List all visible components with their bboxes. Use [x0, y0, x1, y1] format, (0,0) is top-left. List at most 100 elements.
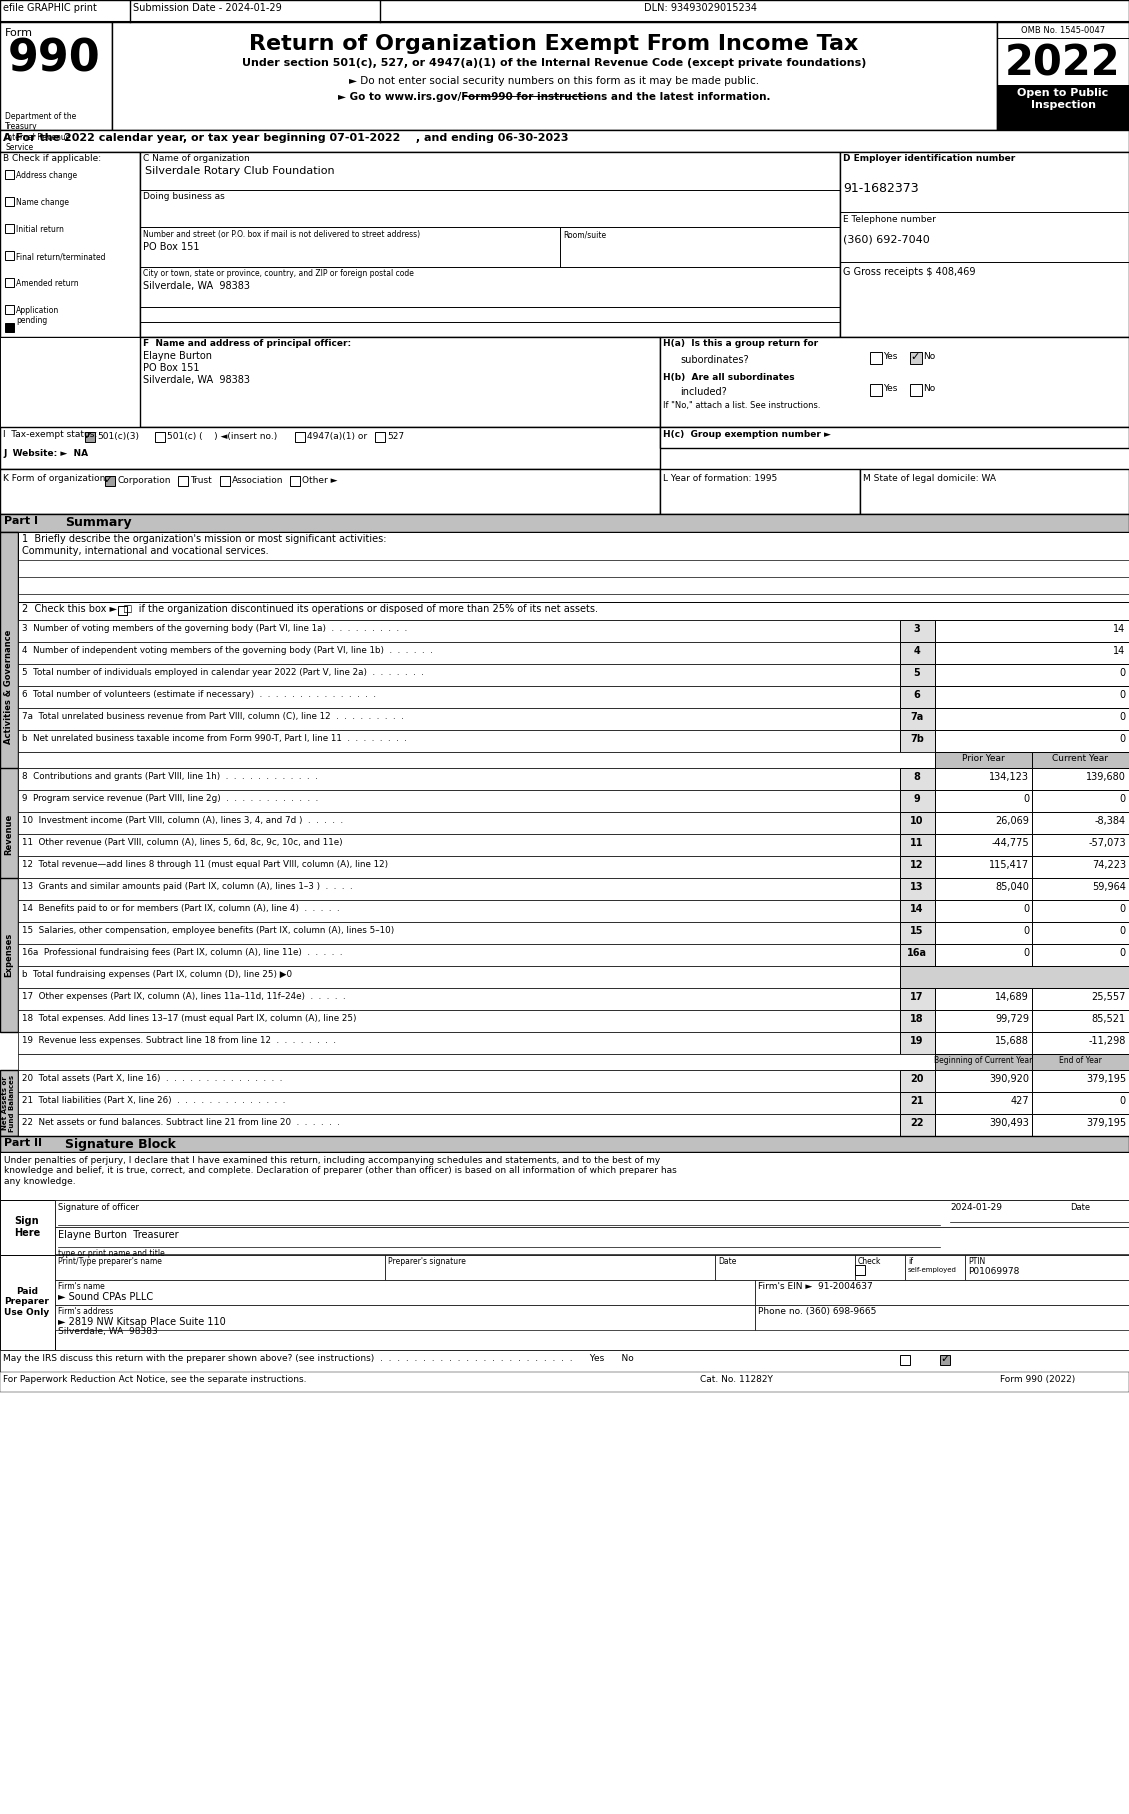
Bar	[140, 152, 840, 337]
Text: OMB No. 1545-0047: OMB No. 1545-0047	[1021, 25, 1105, 34]
Text: 20  Total assets (Part X, line 16)  .  .  .  .  .  .  .  .  .  .  .  .  .  .  .: 20 Total assets (Part X, line 16) . . . …	[21, 1074, 282, 1083]
Bar	[935, 922, 1032, 943]
Bar	[55, 1201, 1129, 1226]
Text: 15  Salaries, other compensation, employee benefits (Part IX, column (A), lines : 15 Salaries, other compensation, employe…	[21, 925, 394, 934]
Text: Silverdale, WA  98383: Silverdale, WA 98383	[143, 281, 250, 290]
Bar	[935, 686, 1129, 707]
Bar	[755, 1304, 1129, 1330]
Bar	[1032, 1054, 1129, 1070]
Bar	[0, 1350, 1129, 1371]
Text: 8  Contributions and grants (Part VIII, line 1h)  .  .  .  .  .  .  .  .  .  .  : 8 Contributions and grants (Part VIII, l…	[21, 773, 317, 782]
Text: Community, international and vocational services.: Community, international and vocational …	[21, 546, 269, 557]
Text: 0: 0	[1120, 925, 1126, 936]
Text: b  Total fundraising expenses (Part IX, column (D), line 25) ▶0: b Total fundraising expenses (Part IX, c…	[21, 970, 292, 980]
Bar	[715, 1255, 855, 1281]
Text: 14,689: 14,689	[996, 992, 1029, 1001]
Text: 74,223: 74,223	[1092, 860, 1126, 871]
Bar	[997, 22, 1129, 131]
Bar	[935, 620, 1129, 642]
Bar	[860, 470, 1129, 513]
Text: 134,123: 134,123	[989, 773, 1029, 782]
Text: 11: 11	[910, 838, 924, 847]
Bar	[900, 922, 935, 943]
Text: 390,920: 390,920	[989, 1074, 1029, 1085]
Bar	[5, 198, 14, 207]
Text: 379,195: 379,195	[1086, 1117, 1126, 1128]
Text: D Employer identification number: D Employer identification number	[843, 154, 1015, 163]
Text: Part II: Part II	[5, 1137, 42, 1148]
Text: Doing business as: Doing business as	[143, 192, 225, 201]
Text: Yes: Yes	[883, 352, 898, 361]
Text: 91-1682373: 91-1682373	[843, 181, 919, 194]
Text: 2024-01-29: 2024-01-29	[949, 1203, 1003, 1212]
Text: Current Year: Current Year	[1052, 755, 1108, 764]
Bar	[55, 1255, 385, 1281]
Bar	[935, 1054, 1032, 1070]
Bar	[5, 323, 14, 332]
Text: 10: 10	[910, 816, 924, 825]
Text: 8: 8	[913, 773, 920, 782]
Bar	[0, 532, 18, 842]
Bar	[295, 432, 305, 443]
Bar	[900, 1010, 935, 1032]
Text: 7a: 7a	[910, 713, 924, 722]
Bar	[1032, 900, 1129, 922]
Bar	[900, 664, 935, 686]
Text: Initial return: Initial return	[16, 225, 64, 234]
Text: -44,775: -44,775	[991, 838, 1029, 847]
Bar	[18, 620, 1129, 642]
Bar	[900, 989, 935, 1010]
Text: 21: 21	[910, 1096, 924, 1107]
Text: ✓: ✓	[910, 352, 919, 363]
Text: Elayne Burton: Elayne Burton	[143, 350, 212, 361]
Bar	[1032, 989, 1129, 1010]
Text: M State of legal domicile: WA: M State of legal domicile: WA	[863, 473, 996, 483]
Bar	[0, 152, 140, 337]
Bar	[935, 856, 1032, 878]
Text: 85,040: 85,040	[995, 882, 1029, 892]
Text: Return of Organization Exempt From Income Tax: Return of Organization Exempt From Incom…	[250, 34, 859, 54]
Text: 25,557: 25,557	[1092, 992, 1126, 1001]
Bar	[0, 470, 660, 513]
Bar	[900, 1092, 935, 1114]
Text: 14: 14	[1113, 646, 1124, 657]
Text: efile GRAPHIC print: efile GRAPHIC print	[3, 4, 97, 13]
Text: 15,688: 15,688	[995, 1036, 1029, 1047]
Bar	[1032, 1010, 1129, 1032]
Bar	[900, 834, 935, 856]
Text: Date: Date	[1070, 1203, 1091, 1212]
Bar	[18, 943, 1129, 967]
Bar	[18, 922, 1129, 943]
Bar	[870, 385, 882, 395]
Bar	[935, 642, 1129, 664]
Text: J  Website: ►  NA: J Website: ► NA	[3, 450, 88, 457]
Text: Amended return: Amended return	[16, 279, 79, 288]
Text: subordinates?: subordinates?	[680, 356, 749, 365]
Text: F  Name and address of principal officer:: F Name and address of principal officer:	[143, 339, 351, 348]
Text: ✓: ✓	[84, 432, 93, 441]
Bar	[1032, 767, 1129, 791]
Text: Date: Date	[718, 1257, 736, 1266]
Text: 59,964: 59,964	[1092, 882, 1126, 892]
Text: 4947(a)(1) or: 4947(a)(1) or	[307, 432, 367, 441]
Text: Under penalties of perjury, I declare that I have examined this return, includin: Under penalties of perjury, I declare th…	[5, 1156, 676, 1186]
Text: 0: 0	[1120, 795, 1126, 804]
Text: 13: 13	[910, 882, 924, 892]
Text: ✓: ✓	[940, 1353, 949, 1364]
Text: 0: 0	[1119, 735, 1124, 744]
Bar	[5, 171, 14, 180]
Text: May the IRS discuss this return with the preparer shown above? (see instructions: May the IRS discuss this return with the…	[3, 1353, 633, 1362]
Bar	[935, 834, 1032, 856]
Bar	[155, 432, 165, 443]
Bar	[660, 470, 860, 513]
Bar	[935, 707, 1129, 729]
Text: 501(c)(3): 501(c)(3)	[97, 432, 139, 441]
Bar	[1032, 1114, 1129, 1136]
Text: 115,417: 115,417	[989, 860, 1029, 871]
Text: Expenses: Expenses	[5, 932, 14, 978]
Text: Prior Year: Prior Year	[962, 755, 1005, 764]
Bar	[755, 1281, 1129, 1304]
Text: Firm's EIN ►  91-2004637: Firm's EIN ► 91-2004637	[758, 1282, 873, 1292]
Text: 22  Net assets or fund balances. Subtract line 21 from line 20  .  .  .  .  .  .: 22 Net assets or fund balances. Subtract…	[21, 1117, 340, 1126]
Bar	[18, 1092, 1129, 1114]
